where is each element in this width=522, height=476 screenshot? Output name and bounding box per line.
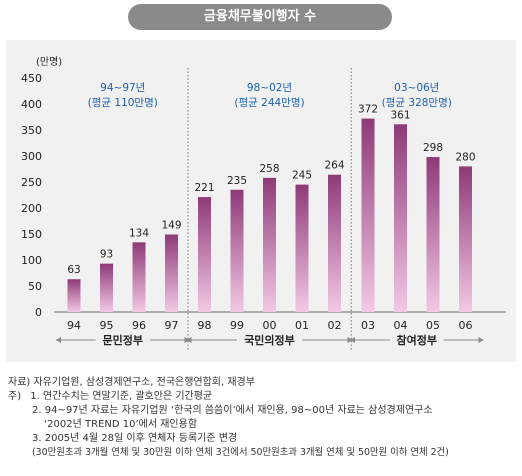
y-tick-label: 150 xyxy=(21,228,42,241)
period-average-label: (평균 328만명) xyxy=(382,97,452,109)
data-label: 372 xyxy=(358,104,378,116)
y-tick-label: 350 xyxy=(21,124,42,137)
note-2b: ‘2002년 TREND 10’에서 재인용함 xyxy=(44,419,198,430)
period-name: 국민의정부 xyxy=(244,333,295,347)
bracket-arrow-left xyxy=(56,337,61,343)
bar-96 xyxy=(132,242,146,312)
y-tick-label: 50 xyxy=(28,280,42,293)
x-tick-label: 05 xyxy=(426,319,440,332)
x-tick-label: 00 xyxy=(263,319,277,332)
bar-98 xyxy=(198,197,211,312)
x-tick-label: 94 xyxy=(67,319,81,332)
period-name: 참여정부 xyxy=(397,333,437,347)
chart-title: 금융채무불이행자 수 xyxy=(128,4,392,30)
chart-notes: 자료) 자유기업원, 삼성경제연구소, 전국은행연합회, 재경부 주) 1. 연… xyxy=(8,376,518,460)
bar-99 xyxy=(230,189,244,312)
x-tick-label: 01 xyxy=(295,319,309,332)
x-tick-label: 04 xyxy=(394,319,408,332)
source-note: 자료) 자유기업원, 삼성경제연구소, 전국은행연합회, 재경부 xyxy=(8,377,255,388)
note-3: 3. 2005년 4월 28일 이후 연체자 등록기준 변경 xyxy=(32,433,238,444)
bar-06 xyxy=(459,166,472,312)
x-tick-label: 98 xyxy=(198,319,212,332)
period-range-label: 98~02년 xyxy=(247,82,292,94)
x-tick-label: 03 xyxy=(361,319,375,332)
period-range-label: 94~97년 xyxy=(100,82,145,94)
period-range-label: 03~06년 xyxy=(394,82,439,94)
period-name-bg xyxy=(389,332,444,348)
bar-04 xyxy=(394,124,407,312)
data-label: 298 xyxy=(423,142,443,154)
y-tick-label: 200 xyxy=(21,202,42,215)
bar-01 xyxy=(295,184,309,312)
note-3b: (30만원초과 3개월 연체 및 30만원 이하 연체 3건에서 50만원초과 … xyxy=(32,447,449,458)
bracket-arrow-right xyxy=(478,337,484,343)
period-average-label: (평균 110만명) xyxy=(88,97,158,109)
bar-97 xyxy=(165,234,178,312)
data-label: 235 xyxy=(227,175,247,187)
period-name: 문민정부 xyxy=(103,333,143,347)
y-tick-label: 300 xyxy=(21,150,42,163)
data-label: 93 xyxy=(100,249,113,261)
note-1: 1. 연간수치는 연말기준, 괄호안은 기간평균 xyxy=(30,391,213,402)
data-label: 221 xyxy=(194,182,214,194)
data-label: 264 xyxy=(324,160,344,172)
data-label: 149 xyxy=(161,220,181,232)
notes-label: 주) xyxy=(8,391,22,402)
data-label: 280 xyxy=(455,151,475,163)
data-label: 245 xyxy=(292,170,312,182)
bar-02 xyxy=(328,174,341,312)
bar-00 xyxy=(263,177,276,312)
y-tick-label: 250 xyxy=(21,176,42,189)
x-tick-label: 02 xyxy=(328,319,342,332)
y-tick-label: 400 xyxy=(21,98,42,111)
period-average-label: (평균 244만명) xyxy=(234,97,304,109)
y-tick-label: 100 xyxy=(21,254,42,267)
bracket-arrow-left xyxy=(350,337,355,343)
period-name-bg xyxy=(237,332,302,348)
data-label: 361 xyxy=(390,109,410,121)
bracket-arrow-left xyxy=(186,337,192,343)
note-2: 2. 94~97년 자료는 자유기업원 ‘한국의 씀씀이’에서 재인용, 98~… xyxy=(32,405,433,416)
data-label: 134 xyxy=(129,227,149,239)
y-axis-label: (만명) xyxy=(36,56,62,68)
bar-03 xyxy=(361,118,375,312)
bar-94 xyxy=(67,279,81,312)
bar-95 xyxy=(100,263,113,312)
data-label: 258 xyxy=(259,163,279,175)
y-tick-label: 0 xyxy=(35,306,42,319)
x-tick-label: 96 xyxy=(132,319,146,332)
x-tick-label: 95 xyxy=(100,319,114,332)
x-tick-label: 99 xyxy=(230,319,244,332)
y-tick-label: 450 xyxy=(21,72,42,85)
data-label: 63 xyxy=(67,264,80,276)
bar-05 xyxy=(426,157,440,312)
x-tick-label: 06 xyxy=(459,319,473,332)
period-name-bg xyxy=(95,332,150,348)
x-tick-label: 97 xyxy=(165,319,179,332)
